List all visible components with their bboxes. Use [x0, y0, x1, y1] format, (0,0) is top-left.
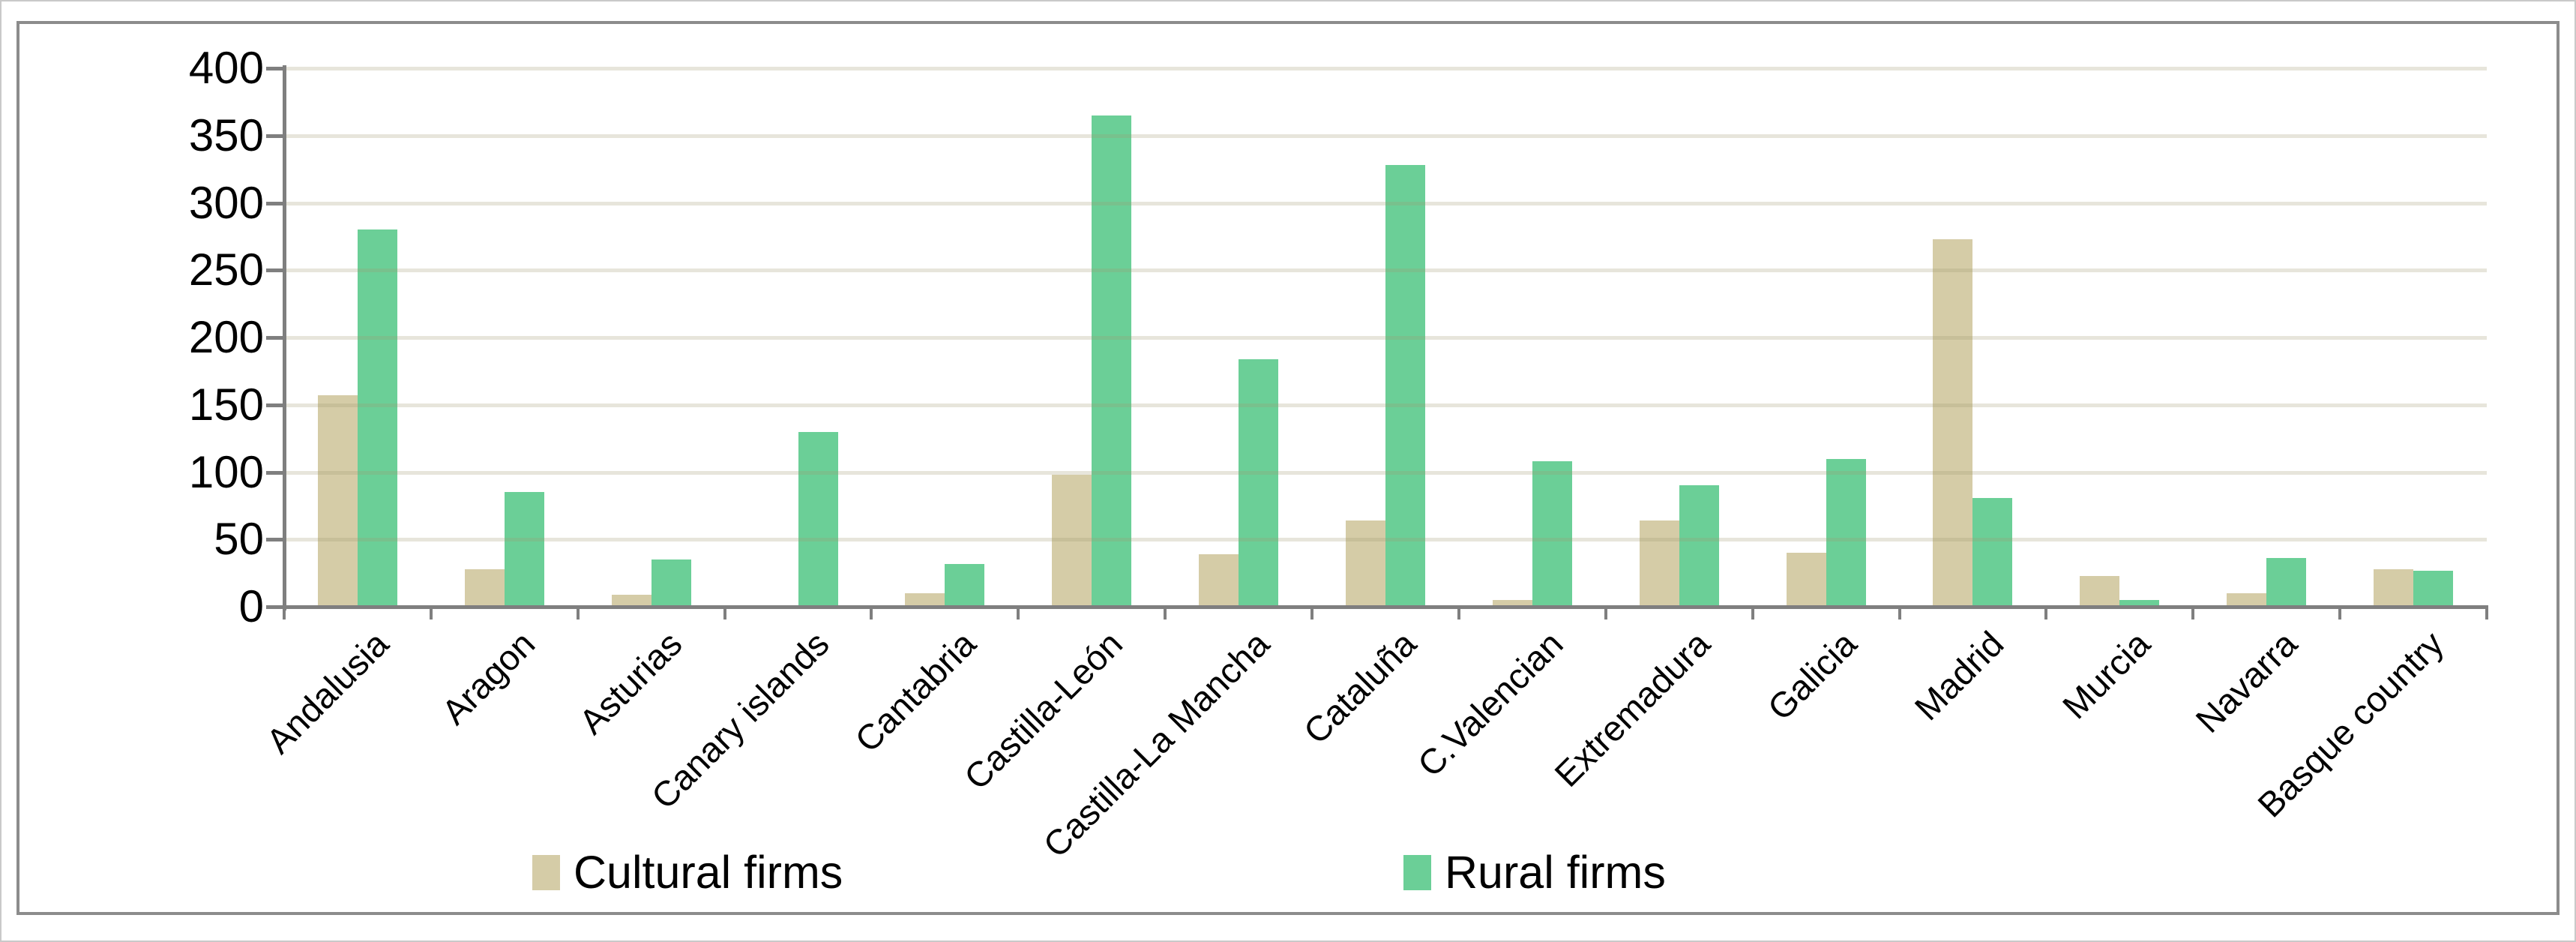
x-tick-11	[1898, 607, 1901, 620]
y-axis-label-0: 0	[238, 581, 264, 632]
bar-cultural-firms-madrid	[1933, 238, 1973, 607]
bar-cultural-firms-basque-country	[2374, 568, 2414, 607]
y-tick-150	[266, 403, 284, 407]
bar-rural-firms-catalu-a	[1385, 165, 1425, 607]
y-axis-label-250: 250	[188, 244, 264, 296]
gridline-400	[284, 67, 2487, 70]
x-tick-10	[1751, 607, 1754, 620]
bar-cultural-firms-aragon	[464, 568, 505, 607]
x-tick-5	[1017, 607, 1020, 620]
bar-cultural-firms-asturias	[611, 594, 651, 607]
bar-cultural-firms-catalu-a	[1346, 520, 1385, 607]
x-tick-6	[1164, 607, 1167, 620]
bar-rural-firms-murcia	[2119, 600, 2160, 607]
y-axis-label-50: 50	[214, 514, 264, 565]
chart-frame	[16, 21, 2560, 915]
bar-cultural-firms-andalusia	[317, 395, 358, 607]
x-tick-9	[1604, 607, 1607, 620]
y-axis-label-350: 350	[188, 110, 264, 160]
x-tick-3	[723, 607, 726, 620]
x-tick-12	[2044, 607, 2048, 620]
y-tick-400	[266, 67, 284, 70]
bar-rural-firms-cantabria	[945, 563, 985, 607]
gridline-100	[284, 470, 2487, 475]
y-axis-label-200: 200	[188, 312, 264, 362]
y-tick-100	[266, 470, 284, 475]
x-tick-14	[2338, 607, 2342, 620]
x-tick-2	[576, 607, 580, 620]
y-axis-label-150: 150	[188, 379, 264, 430]
bar-cultural-firms-cantabria	[905, 593, 945, 607]
x-tick-1	[429, 607, 433, 620]
bar-rural-firms-castilla-la-mancha	[1239, 358, 1279, 607]
x-tick-8	[1457, 607, 1460, 620]
y-tick-200	[266, 336, 284, 340]
bar-rural-firms-asturias	[651, 560, 691, 607]
bar-rural-firms-canary-islands	[798, 431, 838, 607]
bar-rural-firms-andalusia	[357, 230, 397, 607]
gridline-50	[284, 538, 2487, 542]
x-tick-4	[870, 607, 873, 620]
x-tick-7	[1310, 607, 1314, 620]
gridline-150	[284, 403, 2487, 407]
bar-cultural-firms-c-valencian	[1492, 600, 1532, 607]
bar-rural-firms-galicia	[1826, 458, 1866, 607]
bar-rural-firms-castilla-le-n	[1092, 115, 1132, 607]
gridline-250	[284, 268, 2487, 273]
y-axis-label-400: 400	[188, 43, 264, 93]
bar-rural-firms-navarra	[2266, 558, 2307, 607]
bar-rural-firms-aragon	[504, 492, 544, 607]
y-tick-50	[266, 538, 284, 542]
bar-rural-firms-extremadura	[1679, 485, 1719, 607]
gridline-350	[284, 134, 2487, 138]
y-axis-line	[283, 65, 286, 610]
x-tick-13	[2191, 607, 2195, 620]
bar-cultural-firms-castilla-le-n	[1052, 475, 1092, 607]
y-tick-350	[266, 134, 284, 138]
bar-cultural-firms-extremadura	[1639, 520, 1679, 607]
y-tick-0	[266, 605, 284, 609]
x-tick-0	[283, 607, 286, 620]
bar-cultural-firms-murcia	[2080, 575, 2120, 607]
y-tick-300	[266, 201, 284, 206]
bar-cultural-firms-navarra	[2227, 593, 2267, 607]
x-axis-line	[283, 605, 2488, 609]
bar-rural-firms-basque-country	[2413, 570, 2454, 607]
bar-rural-firms-madrid	[1972, 497, 2013, 607]
gridline-300	[284, 201, 2487, 206]
y-tick-250	[266, 268, 284, 273]
bar-rural-firms-c-valencian	[1532, 461, 1572, 607]
y-axis-label-300: 300	[188, 177, 264, 228]
bar-cultural-firms-castilla-la-mancha	[1199, 554, 1239, 607]
gridline-200	[284, 336, 2487, 340]
bar-cultural-firms-galicia	[1786, 553, 1826, 607]
x-tick-15	[2485, 607, 2488, 620]
y-axis-label-100: 100	[188, 446, 264, 497]
